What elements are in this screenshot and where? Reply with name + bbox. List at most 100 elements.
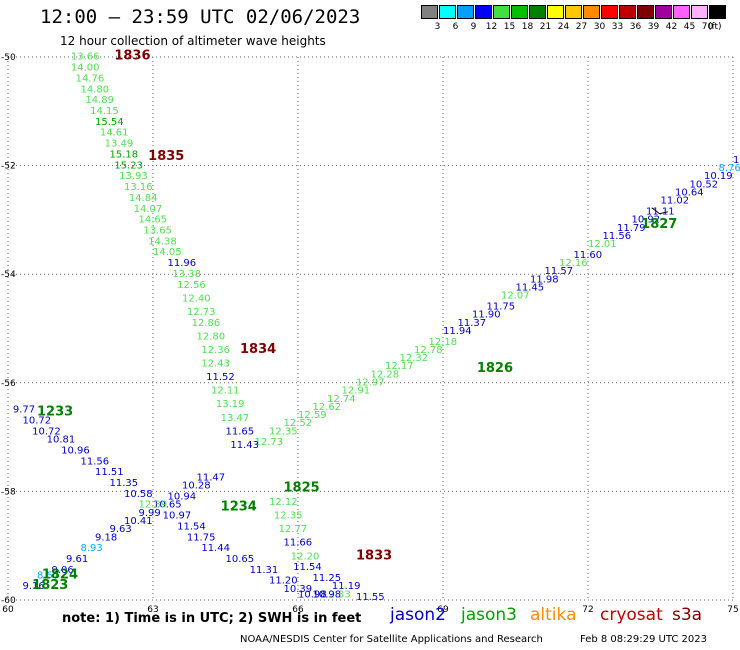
wave-height-value: 10.41 <box>124 516 153 527</box>
wave-height-value: 10.39 <box>284 584 313 595</box>
wave-height-value: 12.91 <box>342 386 371 397</box>
legend-swatch-label: 15 <box>503 22 516 32</box>
wave-height-value: 14.07 <box>134 204 163 215</box>
legend-swatch <box>511 5 528 19</box>
wave-height-value: 12.17 <box>385 361 414 372</box>
wave-height-value: 14.61 <box>100 128 129 139</box>
satellite-label-cryosat: cryosat <box>600 605 663 625</box>
legend-swatch-label: 27 <box>575 22 588 32</box>
wave-height-value: 12.28 <box>371 369 400 380</box>
wave-height-value: 10.65 <box>226 554 255 565</box>
wave-height-value: 10.92 <box>632 215 661 226</box>
wave-height-value: 11.56 <box>603 231 632 242</box>
wave-height-value: 10.96 <box>61 445 90 456</box>
wave-height-value: 12.78 <box>414 345 443 356</box>
wave-height-value: 11.35 <box>110 478 139 489</box>
wave-height-value: 11.11 <box>646 206 675 217</box>
wave-height-value: 12.35 <box>269 426 298 437</box>
wave-height-value: 10.58 <box>124 489 153 500</box>
page-subtitle: 12 hour collection of altimeter wave hei… <box>60 34 326 48</box>
wave-height-value: 9.61 <box>66 554 88 565</box>
satellite-label-jason2: jason2 <box>390 605 446 625</box>
wave-height-value: 11.54 <box>177 521 206 532</box>
legend-swatch <box>439 5 456 19</box>
wave-height-value: 12.18 <box>429 337 458 348</box>
wave-height-value: 12.74 <box>327 394 356 405</box>
wave-height-value: 12.36 <box>201 345 230 356</box>
wave-height-value: 14.38 <box>148 236 177 247</box>
wave-height-value: 13.66 <box>71 52 100 63</box>
credit-text: NOAA/NESDIS Center for Satellite Applica… <box>240 634 543 645</box>
wave-height-value: 12.77 <box>279 524 308 535</box>
wave-height-value: 11.65 <box>226 426 255 437</box>
wave-height-value: 12.40 <box>182 293 211 304</box>
legend-swatch <box>583 5 600 19</box>
wave-height-value: 9.06 <box>52 565 74 576</box>
wave-height-value: 14.05 <box>153 247 182 258</box>
legend-swatch <box>493 5 510 19</box>
pass-time-label: 1826 <box>477 361 513 376</box>
wave-height-value: 10.41 <box>733 155 740 166</box>
wave-height-value: 12.73 <box>255 437 284 448</box>
legend-swatch <box>691 5 708 19</box>
x-tick-label: 75 <box>727 605 738 615</box>
legend-swatch <box>529 5 546 19</box>
wave-height-value: 11.96 <box>168 258 197 269</box>
wave-height-value: 11.94 <box>443 326 472 337</box>
legend-swatch <box>637 5 654 19</box>
wave-height-value: 12.01 <box>588 239 617 250</box>
wave-height-value: 12.39 <box>139 500 168 511</box>
wave-height-value: 11.66 <box>284 538 313 549</box>
wave-height-value: 10.72 <box>23 416 52 427</box>
legend-swatch-label: 30 <box>593 22 606 32</box>
legend-swatch-label: 70 <box>701 22 714 32</box>
wave-height-value: 15.18 <box>110 149 139 160</box>
wave-height-value: 11.57 <box>545 266 574 277</box>
pass-time-label: 1233 <box>37 404 73 419</box>
legend-swatch <box>655 5 672 19</box>
wave-height-value: 14.84 <box>129 193 158 204</box>
wave-height-value: 14.00 <box>71 63 100 74</box>
wave-height-value: 14.65 <box>139 215 168 226</box>
wave-height-value: 10.98 <box>298 589 327 600</box>
wave-height-value: 13.38 <box>172 269 201 280</box>
wave-height-value: 13.16 <box>124 182 153 193</box>
wave-height-value: 10.81 <box>47 435 76 446</box>
legend-swatch <box>619 5 636 19</box>
wave-height-value: 11.90 <box>472 310 501 321</box>
wave-height-value: 10.52 <box>690 179 719 190</box>
wave-height-value: 13.49 <box>105 139 134 150</box>
wave-height-value: 12.35 <box>274 511 303 522</box>
wave-height-value: 13.47 <box>221 413 250 424</box>
wave-height-value: 8.57 <box>37 570 59 581</box>
wave-height-value: 11.25 <box>313 573 342 584</box>
legend-swatch-label: 36 <box>629 22 642 32</box>
y-tick-label: -60 <box>1 596 16 606</box>
wave-height-value: 11.98 <box>530 274 559 285</box>
pass-time-label: 1824 <box>42 567 78 582</box>
wave-height-value: 15.54 <box>95 117 124 128</box>
legend-swatch-label: 42 <box>665 22 678 32</box>
wave-height-value: 14.15 <box>90 106 119 117</box>
y-tick-label: -50 <box>1 53 16 63</box>
wave-height-value: 12.62 <box>313 402 342 413</box>
wave-height-value: 12.80 <box>197 331 226 342</box>
pass-time-label: 1836 <box>114 49 150 64</box>
page-title: 12:00 – 23:59 UTC 02/06/2023 <box>40 6 361 28</box>
wave-height-value: 11.75 <box>487 301 516 312</box>
satellite-label-jason3: jason3 <box>461 605 517 625</box>
legend-swatch <box>457 5 474 19</box>
legend-unit: (ft) <box>708 22 722 32</box>
satellite-label-altika: altika <box>530 605 577 625</box>
legend-swatch <box>421 5 438 19</box>
wave-height-value: 13.19 <box>216 399 245 410</box>
legend-swatch-label: 21 <box>539 22 552 32</box>
wave-height-value: 11.47 <box>197 473 226 484</box>
wave-height-value: 12.20 <box>291 551 320 562</box>
wave-height-value: 12.52 <box>284 418 313 429</box>
pass-time-label: 1825 <box>284 480 320 495</box>
y-tick-label: -56 <box>1 379 16 389</box>
wave-height-value: 10.28 <box>182 481 211 492</box>
wave-height-value: 11.45 <box>516 282 545 293</box>
